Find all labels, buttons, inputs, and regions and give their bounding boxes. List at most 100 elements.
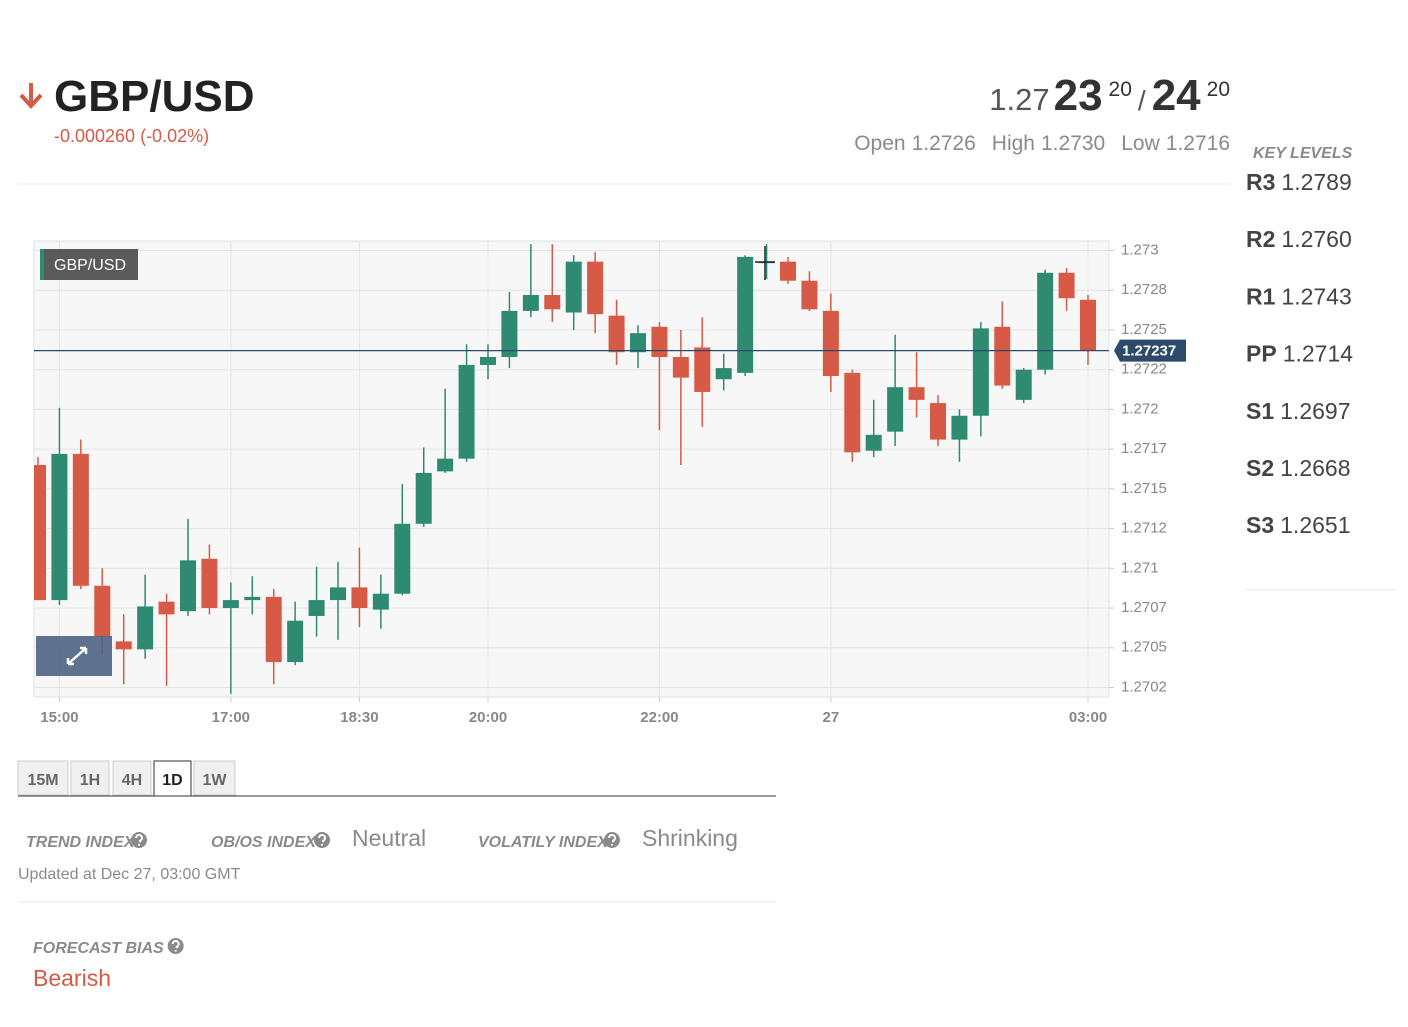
expand-icon [66,646,88,666]
stats: Open 1.2726 High 1.2730 Low 1.2716 [854,132,1230,155]
candle-body [1015,369,1032,400]
candle-body [72,453,89,586]
candle-body [437,458,454,472]
current-price-label: 1.27237 [1122,343,1176,360]
candle-body [822,310,839,377]
stat-label: High [992,132,1035,155]
candles [34,244,1096,694]
key-level-value: 1.2714 [1283,341,1354,367]
candle-body [865,434,882,451]
candle-body [780,261,796,281]
x-tick-label: 15:00 [40,709,78,726]
candle-body [287,620,304,663]
candle-body [372,593,389,610]
tab-label: 15M [27,772,58,789]
candle-body [415,472,432,524]
candle-body [737,256,754,373]
help-icon [167,938,184,954]
y-tick-label: 1.273 [1121,242,1159,259]
tab[interactable] [153,760,192,797]
candle-body [1080,299,1096,351]
candle-body [608,315,625,353]
candle-body [94,585,111,637]
candle-body [587,261,604,315]
help-icon [314,832,330,848]
help-glyph [171,940,180,952]
series-badge-stripe [40,249,44,280]
key-level: R3 1.2789 [1246,169,1352,195]
candle-body [180,560,196,612]
tab[interactable] [17,760,69,796]
y-tick-label: 1.2722 [1121,361,1167,378]
candle-body [115,641,132,650]
tab[interactable] [70,760,110,796]
key-level-name: S3 [1246,512,1274,538]
candle-body [222,600,239,609]
key-level-name: S2 [1246,455,1274,481]
current-price-tag [1114,339,1186,362]
y-tick-label: 1.2725 [1121,321,1167,338]
key-levels-title: KEY LEVELS [1253,145,1353,162]
series-name: GBP/USD [54,257,126,274]
key-levels: R3 1.2789 R2 1.2760 R1 1.2743 PP 1.2714 S1 1.2697… [1246,169,1353,538]
y-tick-label: 1.2705 [1121,639,1167,656]
bid-big: 23 [1054,71,1103,120]
help-glyph [607,834,616,846]
key-level-value: 1.2760 [1281,226,1351,252]
symbol: GBP/USD [54,72,254,121]
y-tick-label: 1.2707 [1121,599,1167,616]
updated: Updated at Dec 27, 03:00 GMT [18,866,241,883]
key-level-name: R1 [1246,283,1276,309]
forecast-value: Bearish [33,965,111,991]
candle-body [844,372,861,453]
tab-label: 1H [80,772,100,789]
x-tick-label: 18:30 [340,709,378,726]
key-level-value: 1.2789 [1281,169,1351,195]
key-level: S3 1.2651 [1246,512,1351,538]
candle-body [887,387,904,432]
forecast-label: FORECAST BIAS [33,940,164,957]
candle-body [1058,272,1075,299]
candle-body [994,326,1011,386]
change: -0.000260 (-0.02%) [54,126,209,146]
key-level: R1 1.2743 [1246,283,1352,309]
candle-body [265,596,282,663]
candle-body [801,280,818,310]
y-tick-label: 1.271 [1121,559,1159,576]
index-label: OB/OS INDEX [211,834,317,851]
ask-small: 20 [1207,78,1230,101]
tab[interactable] [112,760,152,796]
candle-body [715,368,732,380]
indices: TREND INDEX OB/OS INDEX Neutral VOLATILY IN… [26,825,738,851]
x-tick-label: 22:00 [640,709,678,726]
candle-body [330,587,346,601]
stat-label: Low [1121,132,1160,155]
ask-big: 24 [1152,71,1201,120]
index-label: VOLATILY INDEX [478,834,609,851]
tab[interactable] [193,760,236,796]
index-value: Neutral [352,825,426,851]
y-tick-label: 1.272 [1121,400,1159,417]
expand-button[interactable] [36,636,112,676]
key-level: S2 1.2668 [1246,455,1351,481]
key-level-value: 1.2697 [1280,398,1350,424]
candle-body [522,295,539,311]
candle-body [630,333,646,353]
candle-body [930,403,946,440]
help-icon [131,832,147,848]
candle-body [972,328,989,416]
x-tick-label: 03:00 [1069,709,1107,726]
key-level-value: 1.2743 [1281,283,1351,309]
x-tick-label: 20:00 [469,709,507,726]
y-tick-label: 1.2728 [1121,281,1167,298]
candle-body [651,326,668,357]
candle-body [34,465,46,601]
help-icon [604,832,620,848]
candle-body [51,453,68,601]
tabs: 15M 1H 4H 1D 1W [17,760,236,797]
y-tick-label: 1.2712 [1121,520,1167,537]
bid-prefix: 1.27 [989,82,1049,117]
stat-value: 1.2730 [1041,132,1105,155]
stat-value: 1.2716 [1166,132,1230,155]
